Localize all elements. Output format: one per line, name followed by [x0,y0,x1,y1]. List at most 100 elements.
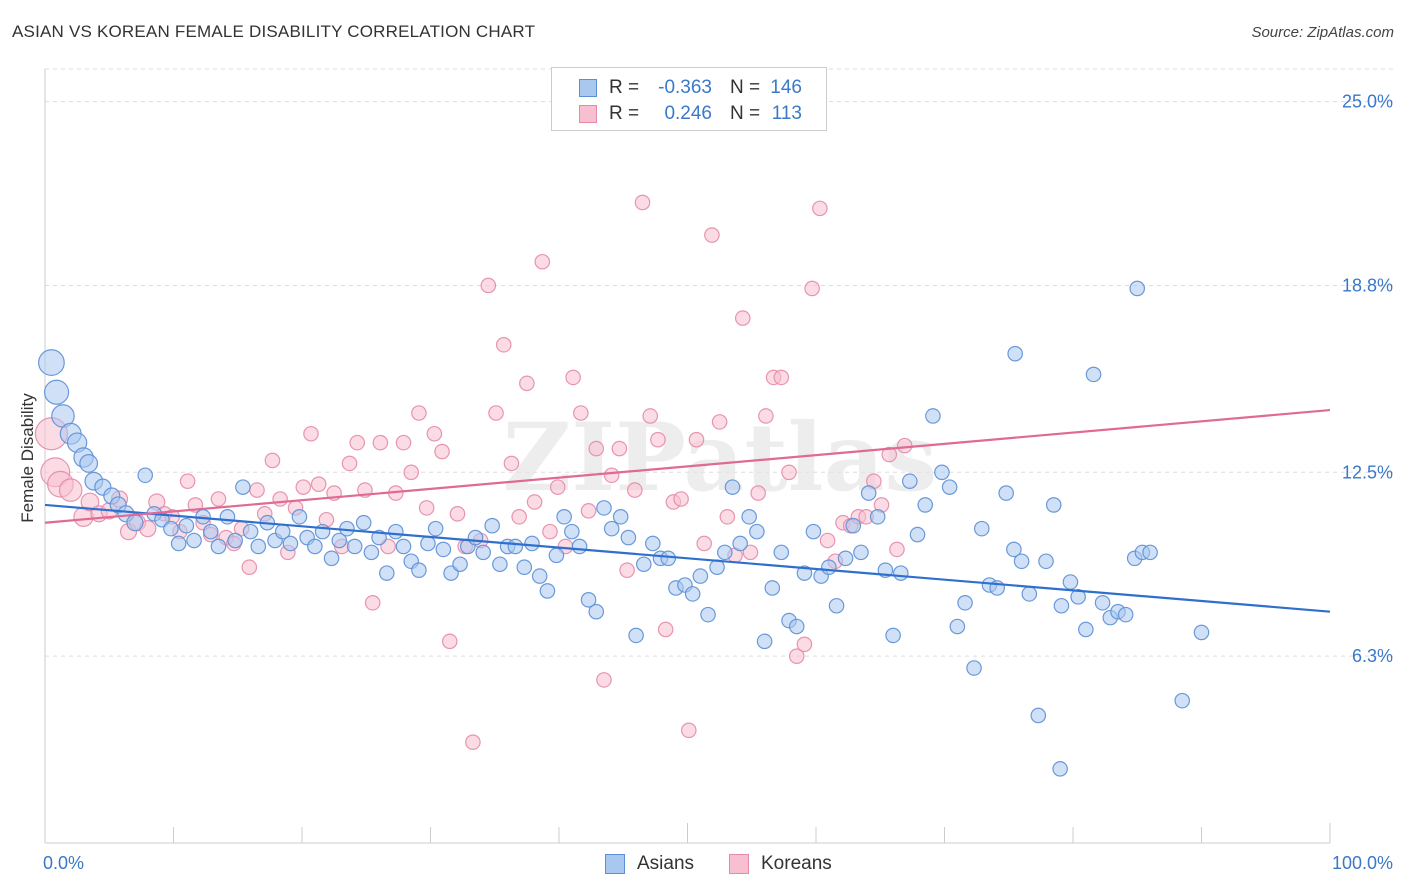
y-tick-label: 25.0% [1342,92,1393,112]
asian-point [388,523,404,540]
asian-point [137,467,154,484]
korean-point [696,535,713,552]
asian-point [684,586,701,602]
korean-point [349,434,366,451]
asian-point [636,556,652,573]
asian-point [411,562,427,578]
asian-point [475,544,491,561]
asian-point [1006,541,1022,558]
asian-point [925,408,941,424]
n-label: N = [730,103,761,124]
asian-point [163,520,179,537]
asian-point [788,618,805,635]
korean-point [295,479,312,495]
asian-point [242,523,259,540]
korean-point [426,425,443,442]
korean-point [680,722,697,739]
korean-point [812,200,828,217]
korean-point [673,491,689,507]
asian-point [178,517,195,534]
asian-point [909,526,926,543]
asian-point [966,660,982,676]
korean-point [657,621,674,638]
asian-point [1129,280,1146,297]
korean-point [758,408,774,424]
x-tick-label: 0.0% [43,853,84,873]
asian-point [1174,692,1191,709]
asian-point [998,485,1014,501]
korean-point [364,594,381,611]
asian-point [837,550,854,567]
asian-points [38,280,1210,777]
asian-point [1117,606,1134,623]
asian-point [917,497,934,513]
asian-point [732,535,748,552]
asians-swatch [579,79,597,97]
korean-point [596,672,612,688]
asians-legend-label: Asians [637,853,695,874]
asian-point [516,559,533,576]
asian-point [38,349,65,376]
y-tick-label: 6.3% [1352,646,1393,666]
asian-point [660,550,677,567]
koreans-legend-swatch [729,854,749,874]
asian-point [1013,553,1030,570]
chart-title: ASIAN VS KOREAN FEMALE DISABILITY CORREL… [12,22,536,41]
trend-lines [44,408,1331,613]
korean-point [611,440,628,457]
asian-point [620,529,637,546]
asian-point [845,517,862,534]
korean-point [734,310,751,326]
asians-legend-swatch [605,854,625,874]
asian-point [902,473,918,490]
asian-point [79,454,99,473]
asian-point [941,479,958,495]
asian-point [43,379,70,405]
korean-point [418,500,435,516]
koreans-swatch [579,105,597,123]
korean-point [441,633,458,650]
axes [44,69,1331,844]
asian-point [628,627,644,644]
asian-point [645,535,661,552]
asian-point [571,538,588,555]
korean-point [627,482,643,498]
korean-point [372,434,389,451]
legend-row-asians: R = -0.363 N = 146 [552,75,826,101]
asian-point [692,568,709,584]
asian-point [741,508,757,525]
asian-point [507,538,524,555]
asian-point [773,544,790,561]
correlation-legend: R = -0.363 N = 146 R = 0.246 N = 113 [551,67,827,131]
korean-point [688,431,705,448]
korean-point [542,523,558,540]
asian-point [452,556,468,573]
asian-point [395,538,412,555]
asian-point [282,535,299,552]
asian-point [219,508,236,525]
bottom-legend-asians[interactable]: Asians [605,852,694,876]
asian-point [1193,624,1210,641]
korean-point [642,408,659,424]
korean-point [588,440,605,457]
korean-point [411,405,427,421]
asian-point [307,538,323,555]
korean-point [526,494,543,510]
korean-point [80,492,100,512]
korean-point [465,734,481,750]
bottom-legend-koreans[interactable]: Koreans [729,852,832,876]
asian-point [860,485,877,501]
asian-point [346,538,363,555]
asian-point [796,565,813,581]
y-tick-label: 18.8% [1342,275,1393,295]
korean-point [549,479,566,495]
asian-point [828,597,845,614]
asian-point [227,532,243,549]
asian-point [548,547,565,564]
asian-point [427,520,444,537]
korean-point [534,253,551,270]
x-tick-label: 100.0% [1332,853,1393,873]
asian-point [853,544,869,561]
tick-labels: 6.3% 12.5% 18.8% 25.0% 0.0% 100.0% [43,92,1393,873]
